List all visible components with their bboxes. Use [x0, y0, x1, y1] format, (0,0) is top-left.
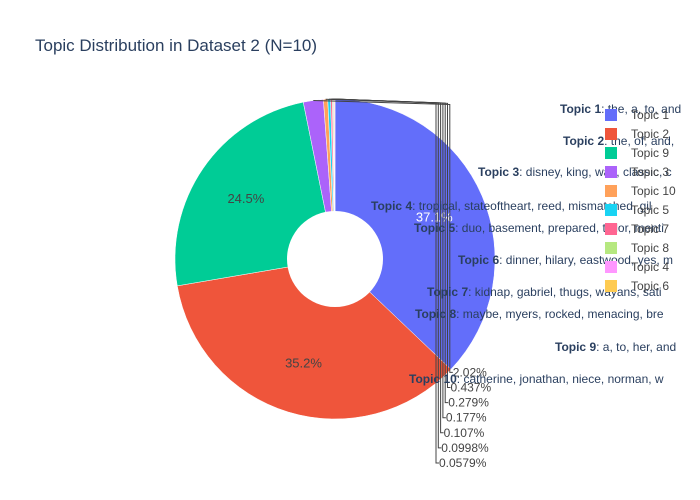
legend-swatch — [605, 109, 617, 121]
legend-label: Topic 4 — [631, 260, 669, 274]
chart-title: Topic Distribution in Dataset 2 (N=10) — [35, 36, 317, 55]
topic-annotation-10: Topic 10: catherine, jonathan, niece, no… — [409, 372, 664, 386]
legend-item-topic-10[interactable]: Topic 10 — [605, 184, 676, 198]
donut-hole — [287, 211, 383, 307]
legend-swatch — [605, 185, 617, 197]
slice-label-10: 0.0579% — [439, 456, 487, 470]
legend-swatch — [605, 223, 617, 235]
slice-label-3: 24.5% — [227, 191, 264, 206]
slice-label-2: 35.2% — [285, 355, 322, 370]
slice-label-7: 0.177% — [446, 411, 487, 425]
legend-label: Topic 10 — [631, 184, 676, 198]
legend-item-topic-2[interactable]: Topic 2 — [605, 127, 669, 141]
slice-label-9: 0.0998% — [441, 441, 489, 455]
topic-annotation-5: Topic 5: duo, basement, prepared, tailor… — [414, 221, 664, 235]
legend-label: Topic 5 — [631, 203, 669, 217]
legend-label: Topic 6 — [631, 279, 669, 293]
topic-annotation-9: Topic 9: a, to, her, and — [555, 340, 676, 354]
legend-item-topic-1[interactable]: Topic 1 — [605, 108, 669, 122]
slice-label-8: 0.107% — [444, 426, 485, 440]
legend-swatch — [605, 147, 617, 159]
legend-label: Topic 1 — [631, 108, 669, 122]
legend-swatch — [605, 261, 617, 273]
topic-annotation-8: Topic 8: maybe, myers, rocked, menacing,… — [415, 307, 664, 321]
legend-item-topic-8[interactable]: Topic 8 — [605, 241, 669, 255]
legend-item-topic-7[interactable]: Topic 7 — [605, 222, 669, 236]
legend-swatch — [605, 280, 617, 292]
legend-swatch — [605, 242, 617, 254]
legend-label: Topic 7 — [631, 222, 669, 236]
legend-item-topic-4[interactable]: Topic 4 — [605, 260, 669, 274]
legend-label: Topic 3 — [631, 165, 669, 179]
topic-annotation-7: Topic 7: kidnap, gabriel, thugs, wayans,… — [427, 285, 662, 299]
legend-swatch — [605, 166, 617, 178]
legend-item-topic-9[interactable]: Topic 9 — [605, 146, 669, 160]
legend-label: Topic 2 — [631, 127, 669, 141]
slice-label-6: 0.279% — [448, 396, 489, 410]
legend-swatch — [605, 128, 617, 140]
legend-label: Topic 8 — [631, 241, 669, 255]
legend-item-topic-3[interactable]: Topic 3 — [605, 165, 669, 179]
legend-label: Topic 9 — [631, 146, 669, 160]
legend-item-topic-6[interactable]: Topic 6 — [605, 279, 669, 293]
legend-swatch — [605, 204, 617, 216]
legend-item-topic-5[interactable]: Topic 5 — [605, 203, 669, 217]
